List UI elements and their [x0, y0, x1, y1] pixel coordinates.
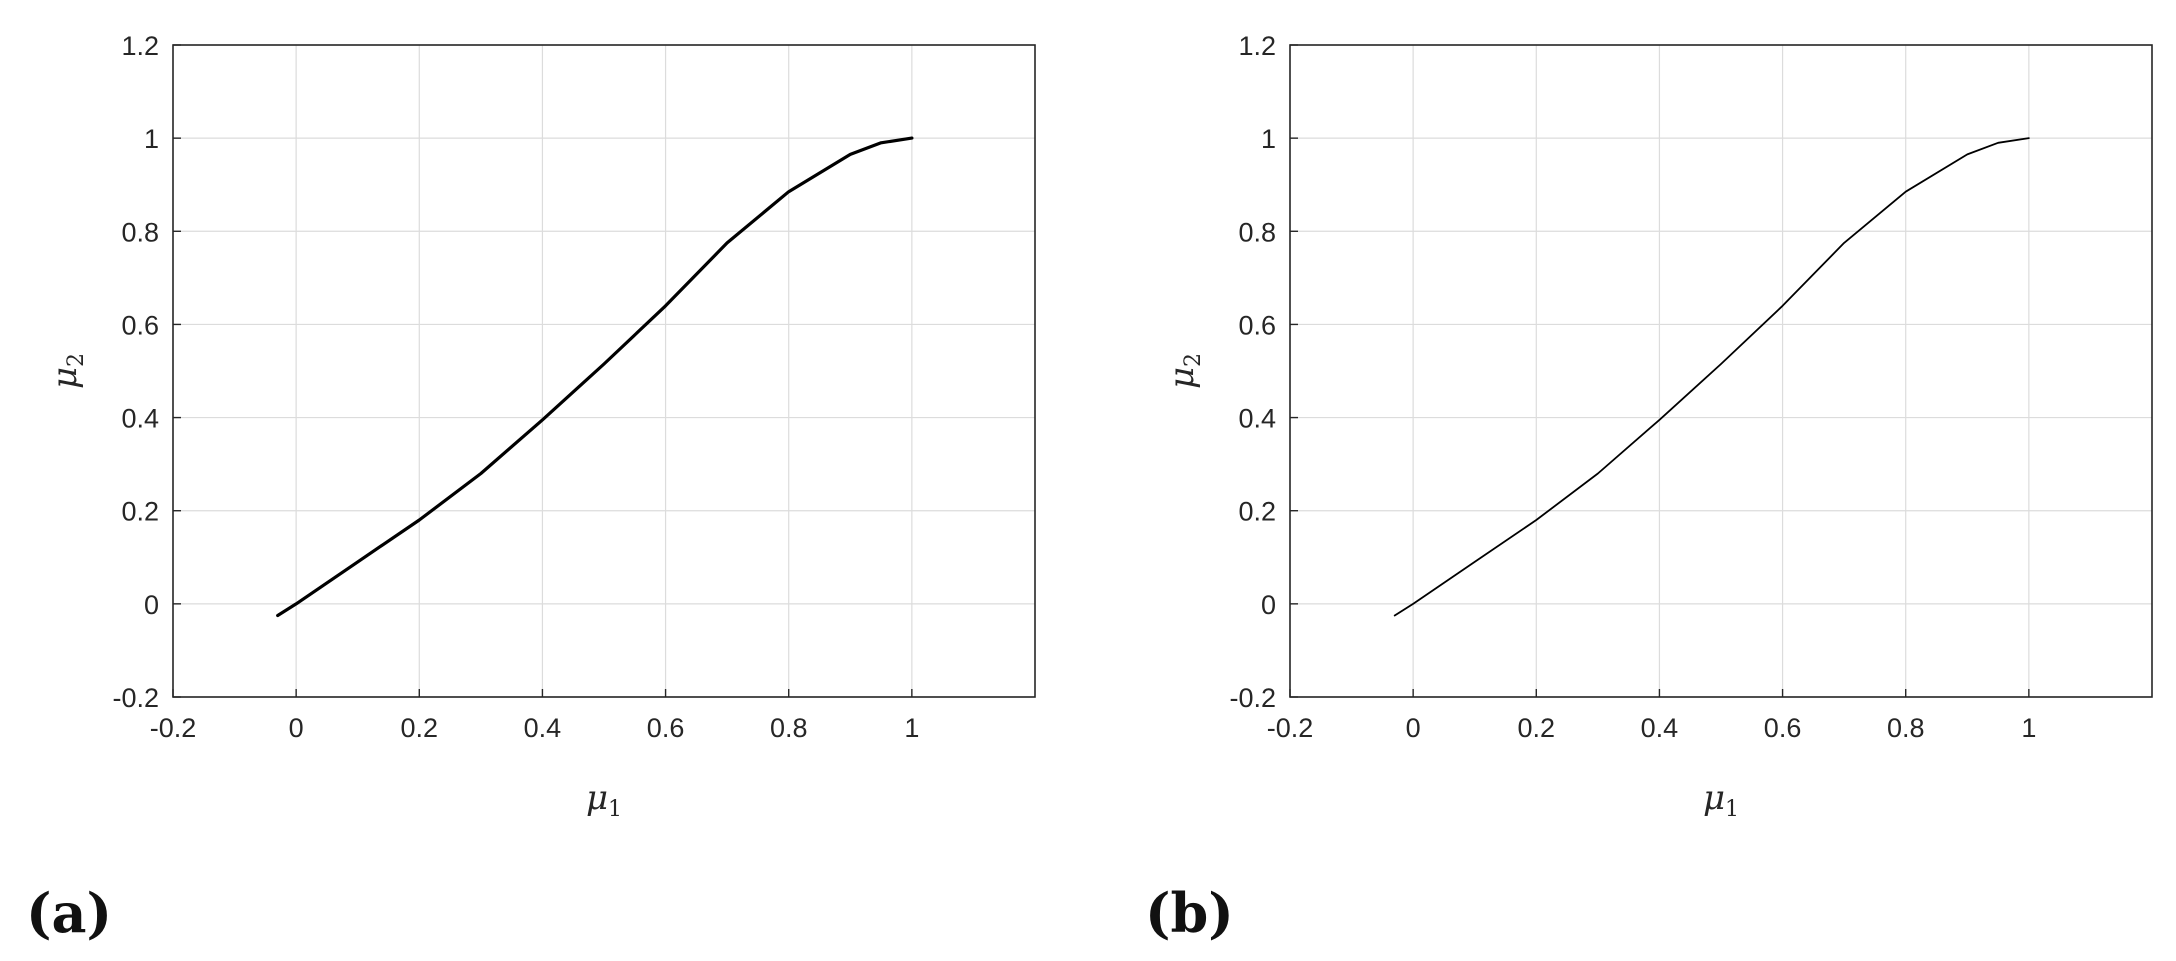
x-tick-label: 0.8 [1887, 713, 1925, 743]
x-axis-label: μ1 [1703, 778, 1739, 822]
x-axis-label: μ1 [586, 778, 622, 822]
grid-lines [172, 44, 1035, 698]
x-tick-label: 0 [1406, 713, 1421, 743]
x-tick-label: -0.2 [1267, 713, 1314, 743]
y-tick-label: 0.2 [1238, 497, 1276, 527]
y-tick-label: 1.2 [121, 31, 159, 61]
y-tick-label: 0.2 [121, 497, 159, 527]
y-tick-label: 0.4 [1238, 404, 1276, 434]
x-tick-label: -0.2 [150, 713, 197, 743]
y-tick-label: 0 [144, 590, 159, 620]
y-tick-label: -0.2 [1229, 683, 1276, 713]
y-tick-label: 1.2 [1238, 31, 1276, 61]
x-tick-label: 0.4 [1641, 713, 1679, 743]
series-line [1393, 137, 2030, 617]
chart-panel-b: -0.2 0 0.2 0.4 0.6 0.8 1 -0.2 0 0.2 0.4 0.6 0.8 1 1.2… [1162, 31, 2153, 822]
x-tick-labels: -0.2 0 0.2 0.4 0.6 0.8 1 [150, 689, 919, 743]
x-tick-label: 1 [2021, 713, 2036, 743]
x-tick-label: 0.6 [1764, 713, 1802, 743]
y-tick-label: 0.6 [121, 310, 159, 340]
y-tick-label: 0.4 [121, 404, 159, 434]
x-tick-label: 0.6 [647, 713, 685, 743]
y-tick-label: -0.2 [112, 683, 159, 713]
y-tick-labels: -0.2 0 0.2 0.4 0.6 0.8 1 1.2 [112, 31, 181, 713]
y-tick-label: 0 [1261, 590, 1276, 620]
x-tick-label: 0.8 [770, 713, 808, 743]
chart-panel-a: -0.2 0 0.2 0.4 0.6 0.8 1 -0.2 0 0.2 0.4 0.6 0.8 1 1.2… [45, 31, 1036, 822]
y-axis-label: μ2 [1162, 353, 1206, 389]
y-axis-label: μ2 [45, 353, 89, 389]
x-tick-labels: -0.2 0 0.2 0.4 0.6 0.8 1 [1267, 689, 2036, 743]
x-tick-label: 0.4 [524, 713, 562, 743]
y-tick-label: 0.6 [1238, 310, 1276, 340]
y-tick-labels: -0.2 0 0.2 0.4 0.6 0.8 1 1.2 [1229, 31, 1298, 713]
panel-label-b: (b) [1145, 881, 1234, 945]
x-tick-label: 0 [289, 713, 304, 743]
series-line [276, 136, 914, 618]
panel-label-a: (a) [26, 881, 113, 945]
y-tick-label: 1 [144, 124, 159, 154]
y-tick-label: 0.8 [121, 217, 159, 247]
x-tick-label: 0.2 [1518, 713, 1556, 743]
x-tick-label: 1 [904, 713, 919, 743]
plot-frame [1289, 44, 2153, 698]
plot-frame [172, 44, 1036, 698]
y-tick-label: 1 [1261, 124, 1276, 154]
y-tick-label: 0.8 [1238, 217, 1276, 247]
x-tick-label: 0.2 [401, 713, 439, 743]
